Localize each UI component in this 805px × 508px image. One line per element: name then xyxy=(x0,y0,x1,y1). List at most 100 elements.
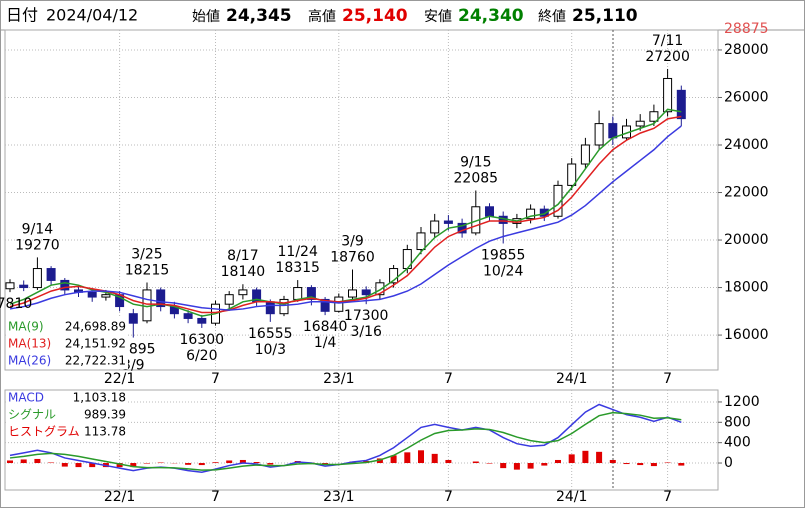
legend-box xyxy=(6,318,128,369)
histogram-bar xyxy=(253,462,260,464)
candle-body xyxy=(101,294,111,298)
annotation-value: 19270 xyxy=(15,237,60,253)
candle-body xyxy=(635,120,645,127)
candle-body xyxy=(224,294,234,305)
field-value: 24,340 xyxy=(458,6,524,26)
histogram-bar xyxy=(157,462,164,464)
x-tick-label: 7 xyxy=(663,489,672,505)
histogram-bar xyxy=(486,463,493,464)
field-value: 25,140 xyxy=(342,6,408,26)
annotation-value: 17300 xyxy=(344,308,389,324)
histogram-bar xyxy=(678,463,685,466)
y-tick-label: 24000 xyxy=(724,137,769,153)
annotation-date: 10/3 xyxy=(255,342,286,358)
annotation-date: 10/24 xyxy=(483,263,523,279)
macd-line xyxy=(9,403,682,473)
annotation-value: 16300 xyxy=(180,332,225,348)
field-value: 25,110 xyxy=(572,6,638,26)
candle-body xyxy=(32,268,42,289)
legend-name: MACD xyxy=(8,391,44,405)
candle-body xyxy=(526,208,536,220)
histogram-bar xyxy=(267,463,274,465)
annotation-value: 22085 xyxy=(454,170,499,186)
field-value: 24,345 xyxy=(226,6,292,26)
candle-body xyxy=(87,291,97,298)
histogram-bar xyxy=(239,459,246,464)
x-tick-label: 7 xyxy=(444,371,453,387)
histogram-bar xyxy=(541,463,548,466)
ma-line xyxy=(9,125,682,311)
candle-body xyxy=(128,313,138,324)
candle-body xyxy=(457,222,467,234)
candle-body xyxy=(306,287,316,300)
histogram-bar xyxy=(376,458,383,464)
candle-body xyxy=(553,184,563,217)
histogram-bar xyxy=(623,463,630,465)
histogram-bar xyxy=(198,463,205,466)
annotation-date: 9/15 xyxy=(460,154,491,170)
histogram-bar xyxy=(431,453,438,464)
candle-body xyxy=(19,284,29,289)
candle-body xyxy=(293,287,303,300)
histogram-bar xyxy=(89,463,96,468)
candle-body xyxy=(183,313,193,319)
annotation-value: 27200 xyxy=(645,49,690,65)
candle-body xyxy=(663,77,673,113)
annotation-value: 18760 xyxy=(330,249,375,265)
candle-body xyxy=(197,317,207,324)
histogram-bar xyxy=(130,463,137,468)
histogram-bar xyxy=(212,462,219,464)
candle-body xyxy=(416,232,426,251)
annotation-value: 16555 xyxy=(248,326,293,342)
histogram-bar xyxy=(185,463,192,465)
x-tick-label: 7 xyxy=(444,489,453,505)
field-label: 終値 xyxy=(538,9,566,25)
legend-name: MA(13) xyxy=(8,337,51,351)
histogram-bar xyxy=(322,463,329,465)
x-tick-label: 7 xyxy=(211,371,220,387)
histogram-bar xyxy=(472,461,479,464)
candle-body xyxy=(443,220,453,224)
date: 2024/04/12 xyxy=(46,6,138,25)
annotation-date: 9/14 xyxy=(22,221,54,237)
histogram-bar xyxy=(650,463,657,467)
candle-body xyxy=(348,289,357,298)
y-tick-label: 18000 xyxy=(724,280,769,296)
annotation-date: 3/16 xyxy=(350,324,382,340)
annotation-date: 3/9 xyxy=(341,233,364,249)
candle-body xyxy=(485,206,494,217)
candle-body xyxy=(5,282,15,290)
annotation-value: 19855 xyxy=(481,247,526,263)
y-tick-label: 800 xyxy=(724,414,751,430)
histogram-bar xyxy=(48,462,55,464)
histogram-bar xyxy=(513,463,520,470)
candle-body xyxy=(649,111,659,122)
annotation-date: 6/20 xyxy=(186,348,217,364)
x-tick-label: 22/1 xyxy=(104,371,135,387)
y-tick-label: 1200 xyxy=(724,394,760,410)
histogram-bar xyxy=(609,459,616,464)
histogram-bar xyxy=(404,452,411,464)
annotation-value: 18215 xyxy=(125,262,170,278)
histogram-bar xyxy=(664,462,671,464)
legend-value: 24,698.89 xyxy=(65,320,126,334)
ma-line xyxy=(9,115,682,314)
annotation-value: 18140 xyxy=(221,264,266,280)
histogram-bar xyxy=(75,463,82,468)
annotation-date: 7/11 xyxy=(652,33,683,49)
candle-body xyxy=(676,89,686,120)
x-tick-label: 7 xyxy=(663,371,672,387)
x-tick-label: 7 xyxy=(211,489,220,505)
candle-body xyxy=(430,220,440,234)
candle-body xyxy=(279,298,289,315)
histogram-bar xyxy=(500,463,507,469)
legend-value: 1,103.18 xyxy=(73,391,126,405)
histogram-bar xyxy=(7,460,13,464)
x-tick-label: 23/1 xyxy=(323,371,354,387)
candle-body xyxy=(594,123,604,146)
macd-plot-area xyxy=(4,389,719,491)
histogram-bar xyxy=(445,459,452,464)
candle-body xyxy=(238,289,248,296)
y-tick-label: 26000 xyxy=(724,89,769,105)
